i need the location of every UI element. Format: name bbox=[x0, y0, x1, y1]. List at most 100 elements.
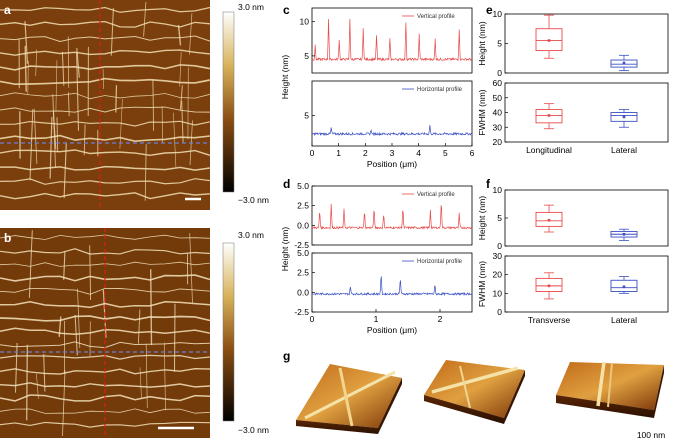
render-3d-3-fibril bbox=[596, 361, 606, 407]
chart-d-ytick-label: 0.0 bbox=[297, 220, 309, 230]
afm-fibril-horizontal bbox=[0, 35, 211, 43]
render-3d-1-fibril bbox=[304, 370, 396, 420]
chart-c-ylabel: Height (nm) bbox=[280, 55, 290, 100]
chart-e-ylabel: FWHM (nm) bbox=[477, 89, 487, 135]
afm-fibril-vertical bbox=[76, 48, 80, 78]
chart-c-xtick-label: 3 bbox=[390, 148, 395, 158]
chart-e-ytick-label: 10 bbox=[493, 9, 503, 19]
chart-c-legend-label: Horizontal profile bbox=[417, 87, 463, 93]
afm-fibril-vertical bbox=[115, 85, 118, 113]
chart-f-ytick-label: 5 bbox=[497, 213, 502, 223]
chart-e-ylabel: Height (nm) bbox=[477, 21, 487, 66]
chart-e-ytick-label: 40 bbox=[493, 108, 503, 118]
chart-f-ylabel: FWHM (nm) bbox=[477, 261, 487, 307]
chart-d-ytick-label: 0.0 bbox=[297, 287, 309, 297]
chart-d-series-vertical bbox=[311, 203, 473, 231]
chart-e-subplot-frame bbox=[504, 13, 669, 74]
render-3d-3 bbox=[556, 361, 664, 418]
afm-fibril-horizontal bbox=[0, 92, 211, 100]
chart-f-mean-marker bbox=[622, 232, 626, 236]
chart-d-series-horizontal bbox=[312, 276, 473, 297]
afm-fibril-vertical bbox=[27, 60, 29, 95]
afm-fibril-horizontal bbox=[0, 301, 211, 309]
afm-fibril-vertical bbox=[173, 112, 177, 167]
afm-fibril-horizontal bbox=[0, 134, 211, 143]
afm-fibril-vertical bbox=[49, 116, 53, 179]
afm-fibril-vertical bbox=[74, 314, 78, 356]
chart-c-series-horizontal bbox=[311, 125, 473, 137]
afm-fibril-vertical bbox=[110, 7, 114, 56]
chart-f-box bbox=[535, 211, 563, 227]
chart-f-box bbox=[535, 277, 563, 292]
afm-fibril-vertical bbox=[26, 344, 28, 421]
chart-e-category-label: Lateral bbox=[611, 145, 637, 155]
chart-c-xtick-label: 5 bbox=[443, 148, 448, 158]
afm-fibril-vertical bbox=[14, 342, 18, 393]
chart-d-legend-label: Horizontal profile bbox=[417, 259, 463, 265]
chart-c-series-vertical bbox=[311, 18, 473, 62]
chart-f-mean-marker bbox=[547, 284, 551, 288]
chart-e-ytick-label: 20 bbox=[493, 137, 503, 147]
chart-f-ytick-label: 30 bbox=[493, 251, 503, 261]
colorbar-b-gradient bbox=[222, 242, 235, 422]
afm-fibril-vertical bbox=[36, 373, 39, 399]
panel-label-c: c bbox=[283, 3, 290, 17]
chart-f-ytick-label: 0 bbox=[497, 241, 502, 251]
afm-fibril-vertical bbox=[102, 68, 105, 90]
chart-f-category-label: Transverse bbox=[528, 315, 570, 325]
chart-d-xtick-label: 0 bbox=[310, 314, 315, 324]
chart-e-box bbox=[610, 59, 638, 68]
afm-fibril-vertical bbox=[67, 36, 70, 88]
afm-fibril-vertical bbox=[189, 233, 193, 304]
chart-c-xtick-label: 1 bbox=[336, 148, 341, 158]
panel-label-b: b bbox=[4, 231, 11, 245]
afm-fibril-vertical bbox=[56, 117, 59, 153]
chart-c: 5 10 Vertical profile 5 Horizontal profile 0 1… bbox=[280, 7, 475, 169]
chart-d-legend-label: Vertical profile bbox=[417, 192, 455, 198]
chart-f-ytick-label: 0 bbox=[497, 307, 502, 317]
chart-c-ytick-label: 5 bbox=[304, 111, 309, 121]
afm-fibril-vertical bbox=[33, 108, 38, 164]
afm-fibril-vertical bbox=[43, 353, 46, 392]
afm-fibril-horizontal bbox=[0, 165, 211, 171]
chart-d: -2.5 0.0 2.5 5.0 Vertical profile -2.5 0.0 2.5 5… bbox=[280, 181, 473, 335]
colorbar-a: 3.0 nm −3.0 nm bbox=[222, 2, 269, 205]
afm-fibril-horizontal bbox=[0, 20, 211, 28]
afm-fibril-vertical bbox=[150, 269, 153, 346]
chart-c-xtick-label: 0 bbox=[310, 148, 315, 158]
chart-d-ylabel: Height (nm) bbox=[280, 227, 290, 272]
render-3d-2 bbox=[424, 360, 525, 424]
chart-e-mean-marker bbox=[622, 61, 626, 65]
colorbar-b: 3.0 nm −3.0 nm bbox=[222, 230, 269, 435]
panel-label-g: g bbox=[283, 349, 290, 363]
chart-d-ytick-label: -2.5 bbox=[294, 240, 309, 250]
chart-e-box bbox=[610, 112, 638, 122]
render-3d-3-fibril-2 bbox=[607, 362, 613, 408]
afm-fibril-vertical bbox=[173, 303, 176, 372]
afm-fibril-vertical bbox=[145, 343, 148, 409]
afm-fibril-vertical bbox=[67, 92, 70, 117]
afm-fibril-horizontal bbox=[0, 49, 211, 56]
afm-fibril-vertical bbox=[89, 245, 92, 301]
afm-fibril-vertical bbox=[24, 45, 27, 92]
colorbar-b-min: −3.0 nm bbox=[238, 425, 269, 435]
chart-f-mean-marker bbox=[622, 285, 626, 289]
chart-f-ytick-label: 10 bbox=[493, 185, 503, 195]
chart-f-ylabel: Height (nm) bbox=[477, 196, 487, 241]
chart-d-subplot-frame bbox=[311, 185, 473, 246]
chart-c-xtick-label: 6 bbox=[470, 148, 475, 158]
panel-label-a: a bbox=[4, 3, 11, 17]
chart-d-ytick-label: 2.5 bbox=[297, 268, 309, 278]
render-3d-3-side-right bbox=[654, 365, 664, 418]
chart-f-subplot-frame bbox=[504, 255, 669, 313]
render-3d-2-fibril bbox=[431, 366, 519, 394]
chart-c-xlabel: Position (μm) bbox=[367, 159, 417, 169]
render-3d-2-fibril-2 bbox=[459, 365, 471, 409]
afm-fibril-vertical bbox=[179, 51, 182, 87]
chart-f: 0 5 10 Height (nm) 0 10 20 30 FWHM (nm) Transvers… bbox=[477, 185, 669, 325]
render-3d-2-side-right bbox=[504, 370, 525, 424]
render-3d-1-side bbox=[296, 420, 378, 434]
afm-fibril-vertical bbox=[119, 99, 123, 149]
render-3d-3-side bbox=[556, 395, 654, 418]
